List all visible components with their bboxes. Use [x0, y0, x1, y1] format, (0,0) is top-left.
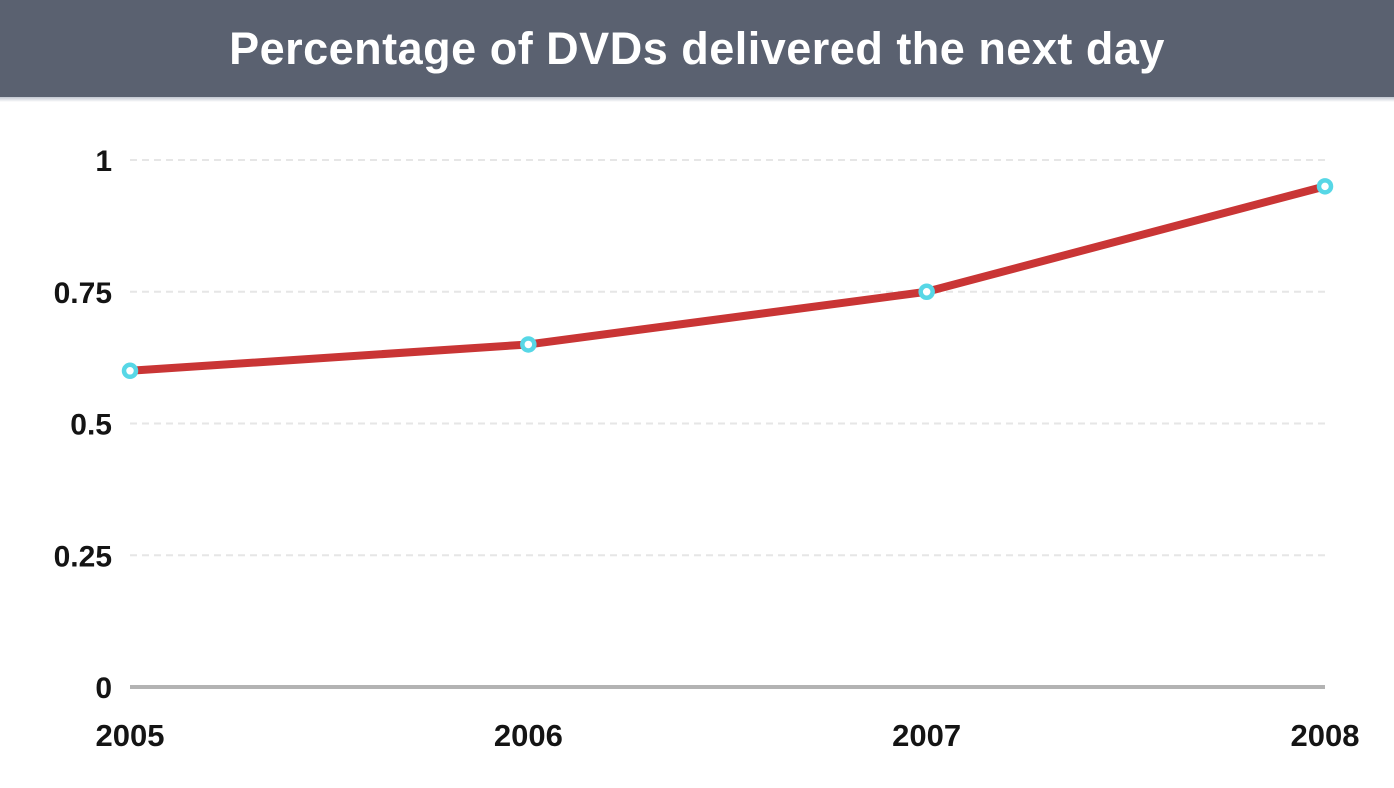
x-tick-label: 2007	[892, 718, 961, 753]
y-tick-label: 0.75	[54, 277, 112, 310]
data-point-marker	[1316, 178, 1334, 195]
line-chart: 0 0.25 0.5 0.75 1 2005 2006 2007 2008	[54, 145, 1360, 753]
y-tick-label: 0.25	[54, 540, 112, 573]
y-tick-label: 1	[95, 145, 112, 178]
y-tick-label: 0	[95, 672, 112, 705]
x-tick-label: 2008	[1291, 718, 1360, 753]
x-tick-label: 2005	[96, 718, 165, 753]
chart-area: 0 0.25 0.5 0.75 1 2005 2006 2007 2008	[0, 97, 1394, 788]
x-tick-label: 2006	[494, 718, 563, 753]
title-bar: Percentage of DVDs delivered the next da…	[0, 0, 1394, 102]
data-point-marker	[918, 283, 935, 300]
page-title: Percentage of DVDs delivered the next da…	[229, 22, 1165, 74]
data-line	[126, 182, 1329, 375]
y-tick-label: 0.5	[70, 409, 112, 442]
data-point-marker	[121, 362, 139, 380]
data-point-marker	[520, 336, 537, 353]
